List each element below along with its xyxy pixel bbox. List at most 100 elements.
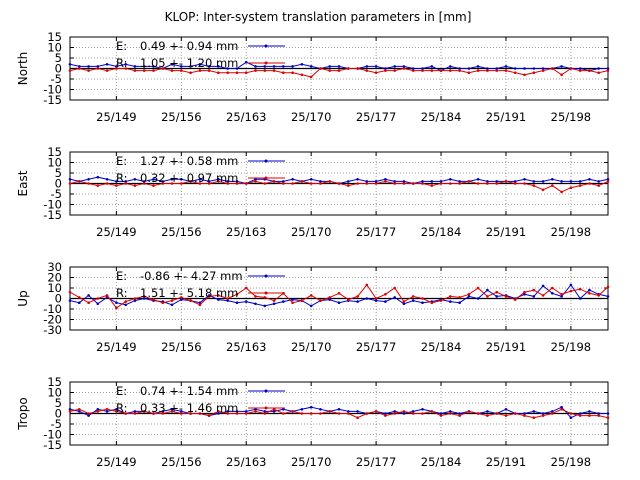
data-point bbox=[532, 410, 536, 413]
data-point bbox=[486, 414, 489, 417]
data-point bbox=[523, 73, 526, 77]
data-point bbox=[133, 65, 137, 68]
data-point bbox=[504, 408, 508, 411]
data-point bbox=[309, 294, 313, 297]
y-tick-label: -15 bbox=[43, 93, 62, 107]
data-point bbox=[458, 69, 461, 72]
data-point bbox=[421, 301, 424, 305]
data-point bbox=[504, 414, 508, 417]
data-point bbox=[115, 184, 118, 187]
data-point bbox=[300, 180, 304, 183]
data-point bbox=[244, 412, 248, 415]
data-point bbox=[569, 186, 573, 189]
data-point bbox=[467, 67, 471, 70]
data-point bbox=[402, 65, 406, 68]
data-point bbox=[523, 414, 526, 417]
data-point bbox=[384, 300, 387, 303]
data-point bbox=[532, 71, 536, 74]
legend-value: 1.27 +- 0.58 mm bbox=[140, 154, 238, 168]
x-tick-label: 25/184 bbox=[421, 225, 461, 239]
data-point bbox=[495, 69, 499, 72]
x-tick-label: 25/184 bbox=[421, 340, 461, 354]
data-point bbox=[597, 71, 600, 74]
x-tick-label: 25/177 bbox=[356, 110, 396, 124]
data-point bbox=[217, 178, 220, 181]
data-point bbox=[300, 299, 304, 302]
legend-swatch-marker bbox=[264, 406, 268, 410]
data-point bbox=[504, 65, 508, 68]
data-point bbox=[523, 178, 526, 181]
legend-swatch-marker bbox=[264, 389, 268, 393]
data-point bbox=[606, 69, 610, 72]
data-point bbox=[569, 416, 573, 420]
data-point bbox=[421, 408, 424, 411]
data-point bbox=[217, 298, 220, 301]
series-r bbox=[68, 67, 610, 79]
data-point bbox=[96, 297, 100, 300]
data-point bbox=[495, 67, 499, 70]
data-point bbox=[217, 410, 220, 413]
y-tick-label: 0 bbox=[55, 407, 62, 421]
data-point bbox=[207, 180, 211, 183]
x-tick-label: 25/163 bbox=[226, 225, 266, 239]
data-point bbox=[115, 408, 118, 411]
data-point bbox=[476, 178, 480, 181]
data-point bbox=[291, 178, 294, 181]
data-point bbox=[541, 414, 545, 417]
data-point bbox=[105, 408, 109, 411]
data-point bbox=[495, 412, 499, 415]
data-point bbox=[217, 412, 220, 415]
legend-name: E: bbox=[116, 269, 127, 283]
data-point bbox=[365, 65, 369, 68]
data-point bbox=[402, 182, 406, 185]
y-tick-label: 0 bbox=[55, 292, 62, 306]
x-tick-label: 25/149 bbox=[96, 455, 136, 469]
y-tick-label: 10 bbox=[47, 386, 62, 400]
y-tick-label: -15 bbox=[43, 438, 62, 452]
data-point bbox=[337, 182, 341, 185]
data-point bbox=[551, 67, 554, 70]
data-point bbox=[365, 283, 369, 287]
data-point bbox=[374, 65, 378, 68]
data-point bbox=[142, 180, 146, 183]
data-point bbox=[430, 184, 434, 187]
data-point bbox=[347, 412, 350, 415]
data-point bbox=[449, 410, 452, 413]
y-axis-label: East bbox=[16, 170, 30, 196]
y-axis-label: Up bbox=[16, 290, 30, 306]
data-point bbox=[513, 412, 517, 415]
data-point bbox=[152, 184, 155, 187]
x-tick-label: 25/177 bbox=[356, 455, 396, 469]
data-point bbox=[421, 412, 424, 415]
data-point bbox=[309, 75, 313, 79]
data-point bbox=[551, 178, 554, 181]
data-point bbox=[513, 71, 517, 74]
data-point bbox=[319, 67, 322, 70]
data-point bbox=[439, 299, 443, 302]
data-point bbox=[569, 412, 573, 415]
y-tick-label: -10 bbox=[43, 83, 62, 97]
data-point bbox=[226, 71, 229, 74]
data-point bbox=[384, 67, 387, 70]
y-tick-label: 20 bbox=[47, 271, 62, 285]
data-point bbox=[513, 180, 517, 183]
data-point bbox=[189, 299, 192, 302]
data-point bbox=[439, 69, 443, 72]
data-point bbox=[142, 65, 146, 68]
data-point bbox=[430, 180, 434, 183]
data-point bbox=[272, 408, 276, 411]
data-point bbox=[337, 412, 341, 415]
data-point bbox=[467, 180, 471, 183]
data-point bbox=[588, 178, 591, 181]
data-point bbox=[606, 412, 610, 415]
x-tick-label: 25/170 bbox=[291, 225, 331, 239]
data-point bbox=[68, 410, 72, 413]
data-point bbox=[560, 180, 563, 183]
data-point bbox=[235, 293, 239, 296]
data-point bbox=[384, 180, 387, 183]
data-point bbox=[356, 410, 359, 413]
data-point bbox=[486, 180, 489, 183]
legend-swatch-marker bbox=[264, 61, 268, 65]
data-point bbox=[551, 292, 554, 295]
